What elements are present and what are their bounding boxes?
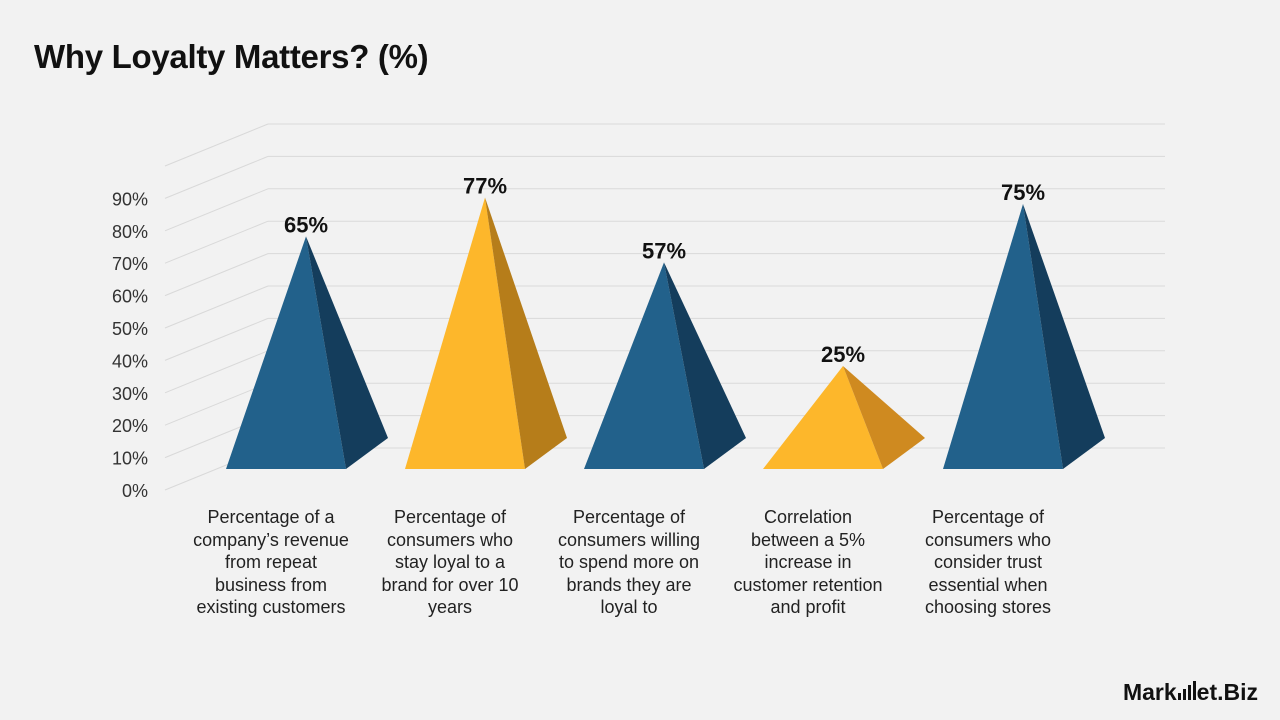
category-label: Correlation between a 5% increase in cus… — [733, 507, 883, 617]
marketbiz-logo: Mark et.Biz — [1123, 679, 1258, 706]
grid-diagonal — [164, 155, 269, 199]
pyramid-front-face — [584, 262, 704, 469]
category-label: Percentage of a company’s revenue from r… — [193, 507, 349, 617]
data-label: 25% — [821, 342, 865, 367]
grid-diagonal — [164, 188, 269, 232]
pyramid-side-face — [306, 236, 388, 469]
pyramid-front-face — [226, 236, 346, 469]
y-tick-label: 60% — [112, 287, 148, 307]
grid-diagonal — [164, 285, 269, 329]
y-tick-label: 30% — [112, 384, 148, 404]
y-tick-label: 90% — [112, 189, 148, 209]
y-tick-label: 80% — [112, 222, 148, 242]
data-label: 77% — [463, 174, 507, 199]
grid-diagonal — [164, 350, 269, 394]
pyramid-side-face — [664, 262, 746, 469]
pyramid-front-face — [405, 197, 525, 469]
data-label: 75% — [1001, 180, 1045, 205]
data-label: 57% — [642, 238, 686, 263]
pyramid-side-face — [843, 366, 925, 469]
chart-title: Why Loyalty Matters? (%) — [34, 38, 429, 75]
logo-bars-icon — [1177, 681, 1196, 700]
category-label: Percentage of consumers willing to spend… — [557, 507, 701, 617]
grid-diagonal — [164, 382, 269, 426]
y-tick-label: 70% — [112, 254, 148, 274]
y-tick-label: 0% — [122, 481, 148, 501]
pyramid-side-face — [1023, 204, 1105, 469]
grid-diagonal — [164, 317, 269, 361]
logo-text-part-1: Mark — [1122, 679, 1177, 705]
y-tick-label: 10% — [112, 449, 148, 469]
y-tick-label: 40% — [112, 351, 148, 371]
y-tick-label: 50% — [112, 319, 148, 339]
pyramid-side-face — [485, 197, 567, 469]
grid-diagonal — [164, 123, 269, 167]
logo-text-part-2: et.Biz — [1196, 679, 1258, 705]
y-tick-label: 20% — [112, 416, 148, 436]
category-label: Percentage of consumers who stay loyal t… — [381, 507, 519, 617]
grid-diagonal — [164, 253, 269, 297]
data-label: 65% — [284, 212, 328, 237]
category-label: Percentage of consumers who consider tru… — [924, 507, 1052, 617]
grid-diagonal — [164, 220, 269, 264]
